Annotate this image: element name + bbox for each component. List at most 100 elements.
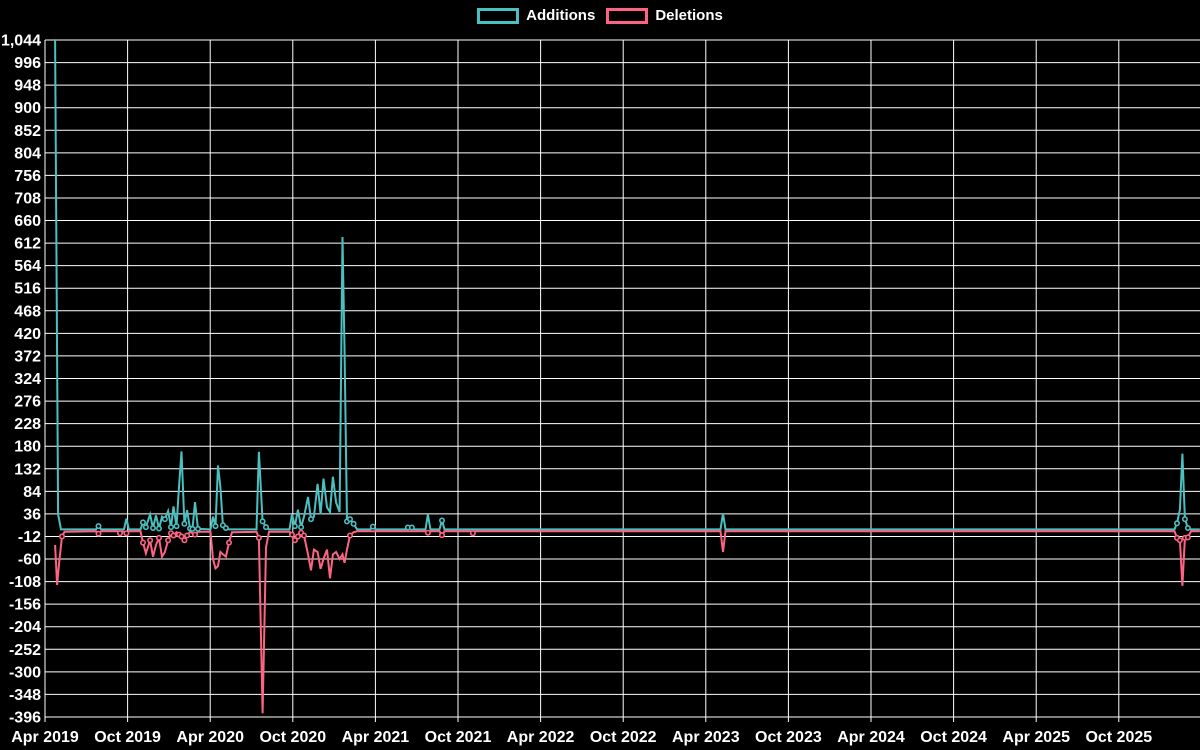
deletions-point-marker xyxy=(140,539,147,546)
additions-point-marker xyxy=(173,523,180,530)
deletions-swatch-icon xyxy=(606,7,649,24)
deletions-point-marker xyxy=(255,534,262,541)
additions-point-marker xyxy=(150,524,157,531)
y-tick-label: 228 xyxy=(14,416,41,433)
additions-point-marker xyxy=(222,524,229,531)
additions-line xyxy=(54,39,1200,531)
x-tick-label: Oct 2022 xyxy=(590,729,657,746)
y-tick-label: 804 xyxy=(14,145,41,162)
deletions-point-marker xyxy=(288,531,295,538)
deletions-point-marker xyxy=(1176,537,1183,544)
y-tick-label: 948 xyxy=(14,78,41,95)
y-tick-label: 756 xyxy=(14,168,41,185)
deletions-point-marker xyxy=(156,534,163,541)
additions-point-marker xyxy=(189,525,196,532)
deletions-point-marker xyxy=(192,531,199,538)
deletions-point-marker xyxy=(291,537,298,544)
deletions-point-marker xyxy=(300,532,307,539)
additions-point-marker xyxy=(291,523,298,530)
additions-point-marker xyxy=(212,523,219,530)
x-tick-label: Oct 2023 xyxy=(755,729,822,746)
additions-point-marker xyxy=(369,523,376,530)
deletions-point-marker xyxy=(184,532,191,539)
y-tick-label: 180 xyxy=(14,439,41,456)
y-tick-label: 516 xyxy=(14,281,41,298)
y-tick-label: 708 xyxy=(14,190,41,207)
y-tick-label: -300 xyxy=(9,664,41,681)
additions-point-marker xyxy=(346,516,353,523)
deletions-point-marker xyxy=(181,537,188,544)
deletions-point-marker xyxy=(438,532,445,539)
y-tick-label: -348 xyxy=(9,687,41,704)
legend-item-additions[interactable]: Additions xyxy=(477,7,595,24)
additions-point-marker xyxy=(168,524,175,531)
legend-item-deletions[interactable]: Deletions xyxy=(606,7,723,24)
additions-point-marker xyxy=(307,516,314,523)
additions-point-marker xyxy=(1181,516,1188,523)
x-tick-label: Apr 2021 xyxy=(342,729,410,746)
additions-point-marker xyxy=(350,520,357,527)
y-tick-label: 372 xyxy=(14,348,41,365)
y-tick-label: -108 xyxy=(9,574,41,591)
y-tick-label: 84 xyxy=(23,484,41,501)
additions-point-marker xyxy=(95,523,102,530)
deletions-point-marker xyxy=(469,530,476,537)
deletions-point-marker xyxy=(117,530,124,537)
x-tick-label: Apr 2025 xyxy=(1002,729,1070,746)
y-tick-label: -156 xyxy=(9,597,41,614)
additions-point-marker xyxy=(195,525,202,532)
x-tick-label: Apr 2024 xyxy=(837,729,905,746)
x-tick-label: Apr 2019 xyxy=(11,729,79,746)
x-tick-label: Oct 2025 xyxy=(1085,729,1152,746)
additions-point-marker xyxy=(408,524,415,531)
additions-point-marker xyxy=(438,517,445,524)
deletions-legend-label: Deletions xyxy=(655,7,723,24)
deletions-point-marker xyxy=(58,533,65,540)
x-tick-label: Apr 2020 xyxy=(176,729,244,746)
y-tick-label: 660 xyxy=(14,213,41,230)
y-tick-label: 420 xyxy=(14,326,41,343)
y-tick-label: 276 xyxy=(14,394,41,411)
additions-point-marker xyxy=(262,524,269,531)
y-tick-label: -60 xyxy=(18,552,41,569)
x-tick-label: Oct 2020 xyxy=(259,729,326,746)
y-tick-label: 564 xyxy=(14,258,41,275)
additions-point-marker xyxy=(1174,520,1181,527)
deletions-point-marker xyxy=(147,537,154,544)
deletions-point-marker xyxy=(346,532,353,539)
y-tick-label: 996 xyxy=(14,55,41,72)
additions-point-marker xyxy=(142,524,149,531)
additions-point-marker xyxy=(298,524,305,531)
x-tick-label: Oct 2019 xyxy=(94,729,161,746)
y-tick-label: -12 xyxy=(18,529,41,546)
x-tick-label: Oct 2024 xyxy=(920,729,987,746)
deletions-point-marker xyxy=(170,532,177,539)
deletions-point-marker xyxy=(95,530,102,537)
y-tick-label: 324 xyxy=(14,371,41,388)
y-tick-label: 612 xyxy=(14,236,41,253)
x-tick-label: Oct 2021 xyxy=(425,729,492,746)
y-tick-label: 36 xyxy=(23,506,41,523)
deletions-point-marker xyxy=(226,539,233,546)
y-tick-label: 132 xyxy=(14,461,41,478)
y-tick-label: -396 xyxy=(9,710,41,727)
additions-swatch-icon xyxy=(477,7,520,24)
deletions-point-marker xyxy=(424,529,431,536)
additions-point-marker xyxy=(259,518,266,525)
deletions-point-marker xyxy=(178,533,185,540)
additions-point-marker xyxy=(161,516,168,523)
y-tick-label: 1,044 xyxy=(1,33,41,50)
deletions-point-marker xyxy=(294,533,301,540)
y-tick-label: -204 xyxy=(9,619,41,636)
deletions-point-marker xyxy=(123,530,130,537)
additions-point-marker xyxy=(140,519,147,526)
additions-point-marker xyxy=(181,520,188,527)
y-tick-label: 852 xyxy=(14,123,41,140)
y-tick-label: 900 xyxy=(14,100,41,117)
deletions-point-marker xyxy=(1184,534,1191,541)
x-tick-label: Apr 2022 xyxy=(507,729,575,746)
additions-point-marker xyxy=(156,525,163,532)
deletions-point-marker xyxy=(165,537,172,544)
